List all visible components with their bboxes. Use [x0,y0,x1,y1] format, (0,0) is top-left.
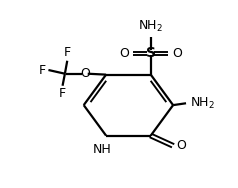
Text: O: O [119,47,129,60]
Text: F: F [64,46,71,59]
Text: O: O [176,139,186,152]
Text: F: F [59,87,66,100]
Text: NH$_2$: NH$_2$ [189,96,214,111]
Text: F: F [39,64,46,77]
Text: O: O [173,47,183,60]
Text: NH: NH [93,143,112,156]
Text: S: S [146,46,156,60]
Text: O: O [80,67,90,80]
Text: NH$_2$: NH$_2$ [138,19,163,34]
